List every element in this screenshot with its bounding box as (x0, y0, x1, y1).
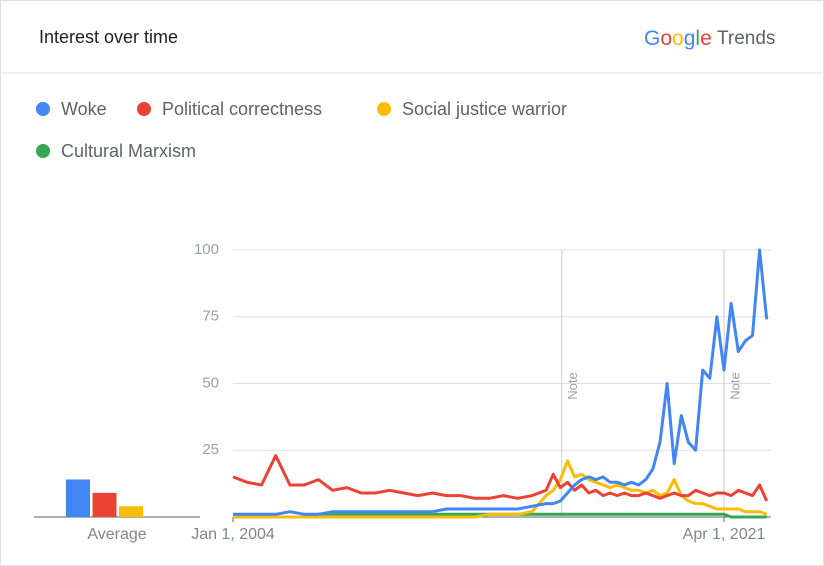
header-title: Interest over time (39, 27, 178, 47)
note-label: Note (565, 372, 580, 399)
average-bar (66, 479, 90, 517)
legend-marker (36, 102, 50, 116)
x-tick-label: Jan 1, 2004 (191, 526, 275, 543)
brand: Google (644, 27, 712, 50)
y-tick-label: 100 (194, 241, 219, 258)
series-line (233, 512, 767, 519)
legend-label: Political correctness (162, 99, 322, 119)
series-line (233, 459, 768, 519)
note-label: Note (727, 372, 742, 399)
legend-label: Woke (61, 99, 107, 119)
legend-marker (377, 102, 391, 116)
average-label: Average (87, 526, 146, 543)
legend-marker (137, 102, 151, 116)
x-tick-label: Apr 1, 2021 (683, 526, 766, 543)
y-tick-label: 25 (202, 441, 219, 458)
series-line (232, 454, 769, 502)
legend-marker (36, 144, 50, 158)
y-tick-label: 50 (202, 374, 219, 391)
legend-label: Social justice warrior (402, 99, 567, 119)
y-tick-label: 75 (202, 308, 219, 325)
average-bar (119, 506, 143, 517)
series-line (233, 248, 769, 516)
legend-label: Cultural Marxism (61, 141, 196, 161)
product: Trends (717, 28, 775, 49)
average-bar (92, 492, 117, 517)
